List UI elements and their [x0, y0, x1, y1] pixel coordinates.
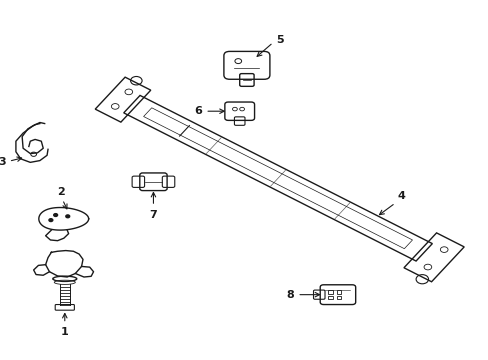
Circle shape [66, 215, 69, 218]
Bar [327, 296, 332, 299]
Circle shape [54, 213, 58, 216]
Bar [327, 290, 332, 294]
Circle shape [49, 219, 53, 221]
Bar [336, 296, 341, 299]
Text: 7: 7 [149, 210, 157, 220]
Text: 6: 6 [194, 106, 202, 116]
Text: 4: 4 [397, 191, 405, 201]
Text: 8: 8 [285, 290, 293, 300]
Text: 5: 5 [276, 35, 284, 45]
Text: 1: 1 [61, 327, 68, 337]
Text: 2: 2 [58, 186, 65, 197]
Bar [336, 290, 341, 294]
Text: 3: 3 [0, 157, 6, 167]
